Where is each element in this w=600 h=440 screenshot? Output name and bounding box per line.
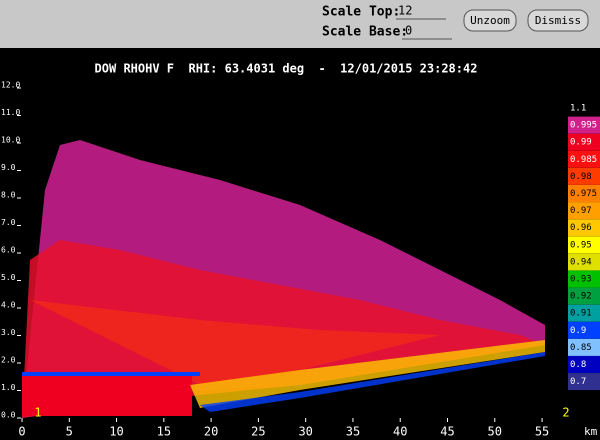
- colorbar-swatch: [568, 99, 600, 117]
- x-tick-label: 30: [298, 425, 312, 439]
- colorbar-swatch: [568, 202, 600, 220]
- colorbar-label: 0.99: [570, 138, 592, 148]
- x-axis-label: km: [584, 425, 598, 438]
- colorbar-label: 1.1: [570, 104, 586, 114]
- colorbar-label: 0.85: [570, 343, 592, 353]
- button-label[interactable]: Unzoom: [470, 14, 510, 27]
- colorbar-label: 0.96: [570, 223, 592, 233]
- colorbar-label: 0.98: [570, 172, 592, 182]
- y-tick-label: 12.0: [1, 81, 20, 90]
- x-tick-label: 10: [109, 425, 123, 439]
- button[interactable]: [463, 9, 517, 32]
- colorbar-swatch: [568, 373, 600, 391]
- scale-top-label: Scale Top:: [322, 5, 400, 20]
- x-tick-label: 40: [393, 425, 407, 439]
- y-tick-label: 4.0: [1, 301, 16, 310]
- x-tick-label: 35: [346, 425, 360, 439]
- colorbar-label: 0.9: [570, 326, 586, 336]
- colorbar-swatch: [568, 270, 600, 288]
- chart-title: DOW RHOHV F RHI: 63.4031 deg - 12/01/201…: [95, 62, 478, 76]
- x-tick-label: 55: [535, 425, 549, 439]
- colorbar-swatch: [568, 236, 600, 254]
- colorbar-label: 0.91: [570, 309, 592, 319]
- x-tick-label: 5: [66, 425, 73, 439]
- colorbar-label: 0.8: [570, 360, 586, 370]
- colorbar-swatch: [568, 219, 600, 237]
- y-tick-label: 3.0: [1, 328, 16, 337]
- scale-base-label: Scale Base:: [322, 25, 408, 40]
- y-tick-label: 1.0: [1, 383, 16, 392]
- x-tick-label: 0: [18, 425, 25, 439]
- colorbar-swatch: [568, 116, 600, 134]
- y-tick-label: 0.0: [1, 411, 16, 420]
- y-tick-label: 2.0: [1, 356, 16, 365]
- colorbar-swatch: [568, 287, 600, 305]
- y-tick-label: 9.0: [1, 163, 16, 172]
- colorbar-label: 0.94: [570, 257, 592, 267]
- y-tick-label: 11.0: [1, 108, 20, 117]
- y-tick-label: 8.0: [1, 191, 16, 200]
- radar-echo: [22, 140, 545, 418]
- colorbar-label: 0.985: [570, 155, 597, 165]
- colorbar-label: 0.975: [570, 189, 597, 199]
- range-marker: 2: [562, 406, 569, 420]
- x-tick-label: 15: [157, 425, 171, 439]
- colorbar-swatch: [568, 133, 600, 151]
- colorbar-label: 0.7: [570, 377, 586, 387]
- x-tick-label: 45: [440, 425, 454, 439]
- colorbar-label: 0.93: [570, 275, 592, 285]
- range-marker: 1: [34, 406, 41, 420]
- y-tick-label: 6.0: [1, 246, 16, 255]
- y-tick-label: 10.0: [1, 136, 20, 145]
- colorbar-swatch: [568, 338, 600, 356]
- colorbar-label: 0.95: [570, 240, 592, 250]
- colorbar-label: 0.995: [570, 121, 597, 131]
- colorbar-swatch: [568, 321, 600, 339]
- colorbar-swatch: [568, 304, 600, 322]
- button-label[interactable]: Dismiss: [535, 14, 581, 27]
- colorbar-label: 0.92: [570, 292, 592, 302]
- colorbar-swatch: [568, 167, 600, 185]
- colorbar-swatch: [568, 185, 600, 202]
- scale-base-value[interactable]: 0: [405, 24, 412, 38]
- x-tick-label: 50: [488, 425, 502, 439]
- colorbar-swatch: [568, 356, 600, 373]
- colorbar-label: 0.97: [570, 206, 592, 216]
- x-tick-label: 20: [204, 425, 218, 439]
- x-tick-label: 25: [251, 425, 265, 439]
- y-tick-label: 7.0: [1, 218, 16, 227]
- scale-top-value[interactable]: 12: [398, 4, 412, 18]
- y-tick-label: 5.0: [1, 273, 16, 282]
- colorbar-swatch: [568, 150, 600, 168]
- button[interactable]: [527, 9, 589, 32]
- colorbar-swatch: [568, 253, 600, 271]
